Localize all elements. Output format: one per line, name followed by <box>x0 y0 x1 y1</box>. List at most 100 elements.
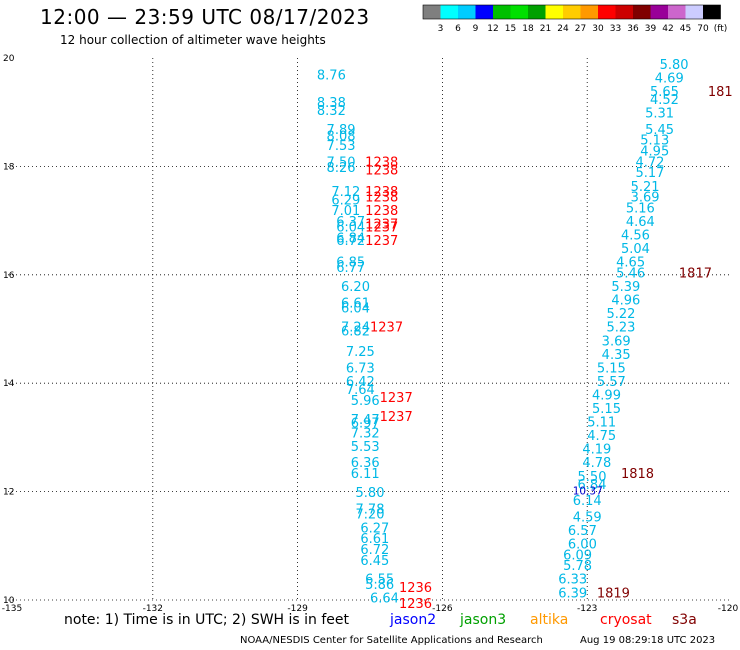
pass-time-label: 5.80 <box>660 58 689 73</box>
legend-label: 27 <box>575 24 586 34</box>
pass-time-label: 7.50 <box>327 155 356 170</box>
pass-time-label: 6.97 <box>351 417 380 432</box>
legend-label: 42 <box>662 24 673 34</box>
pass-time-label: 7.64 <box>346 383 375 398</box>
mission-jason2: jason2 <box>390 612 436 628</box>
x-tick-label: -120 <box>718 604 739 614</box>
pass-time-label: 4.95 <box>640 145 669 160</box>
mission-cryosat-label: cryosat <box>600 612 652 628</box>
legend-swatch <box>510 5 528 19</box>
pass-time-label: 7.53 <box>327 139 356 154</box>
pass-time-label: 1237 <box>365 218 398 233</box>
pass-time-label: 6.84 <box>578 478 607 493</box>
pass-time-label: 6.42 <box>346 375 375 390</box>
legend-swatch <box>440 5 458 19</box>
pass-time-label: 1819 <box>597 586 630 601</box>
legend-swatch <box>580 5 598 19</box>
mission-cryosat: cryosat <box>600 612 652 628</box>
pass-time-label: 6.00 <box>568 538 597 553</box>
chart-subtitle: 12 hour collection of altimeter wave hei… <box>60 33 326 47</box>
pass-time-label: 7.89 <box>327 123 356 138</box>
pass-time-label: 4.99 <box>592 388 621 403</box>
pass-time-label: 1238 <box>365 185 398 200</box>
legend-swatch <box>458 5 476 19</box>
pass-time-label: 6.45 <box>360 554 389 569</box>
pass-time-label: 5.96 <box>351 394 380 409</box>
legend-label: 70 <box>697 24 709 34</box>
pass-time-label: 5.53 <box>351 440 380 455</box>
pass-time-label: 8.76 <box>317 69 346 84</box>
pass-time-label: 6.04 <box>336 220 365 235</box>
pass-time-label: 8.26 <box>327 161 356 176</box>
pass-time-label: 4.64 <box>626 215 655 230</box>
pass-time-label: 8.38 <box>317 96 346 111</box>
grid-lines <box>8 58 732 600</box>
pass-time-label: 6.64 <box>370 592 399 607</box>
legend-label: 6 <box>455 24 461 34</box>
pass-time-label: 6.14 <box>573 494 602 509</box>
pass-time-label: 5.11 <box>587 416 616 431</box>
pass-time-label: 4.52 <box>650 93 679 108</box>
pass-time-label: 6.36 <box>351 456 380 471</box>
pass-time-label: 5.13 <box>640 134 669 149</box>
pass-time-label: 7.20 <box>356 508 385 523</box>
pass-time-label: 4.69 <box>655 71 684 86</box>
mission-jason2-label: jason2 <box>390 612 437 628</box>
pass-time-label: 7.47 <box>351 413 380 428</box>
timestamp-text: Aug 19 08:29:18 UTC 2023 <box>580 635 716 646</box>
pass-time-label: 1237 <box>370 321 403 336</box>
pass-time-label: 5.46 <box>616 267 645 282</box>
x-tick-label: -132 <box>143 604 163 614</box>
credit-text: NOAA/NESDIS Center for Satellite Applica… <box>240 635 543 646</box>
pass-time-label: 6.82 <box>341 325 370 340</box>
y-tick-label: 18 <box>3 162 15 172</box>
y-tick-label: 14 <box>3 379 15 389</box>
mission-jason3-label: jason3 <box>460 612 507 628</box>
pass-time-label: 7.78 <box>356 502 385 517</box>
legend-swatch <box>703 5 721 19</box>
color-legend: 3 6 9 12 15 18 21 24 27 30 33 36 39 42 45 70 (ft) <box>422 4 727 34</box>
pass-time-label: 6.37 <box>336 215 365 230</box>
pass-time-label: 1237 <box>365 220 398 235</box>
pass-time-label: 5.45 <box>645 123 674 138</box>
pass-time-label: 5.15 <box>597 361 626 376</box>
pass-time-label: 3.69 <box>631 191 660 206</box>
legend-swatch <box>685 5 703 19</box>
note-text: note: 1) Time is in UTC; 2) SWH is in fe… <box>64 612 350 628</box>
legend-label: 9 <box>473 24 479 34</box>
chart-title: 12:00 — 23:59 UTC 08/17/2023 <box>40 5 370 29</box>
legend-swatch <box>475 5 493 19</box>
legend-swatch <box>493 5 511 19</box>
x-tick-label: -123 <box>577 604 597 614</box>
pass-time-label: 5.65 <box>650 85 679 100</box>
pass-time-label: 5.16 <box>626 201 655 216</box>
legend-swatch <box>668 5 686 19</box>
legend-swatch <box>545 5 563 19</box>
legend-swatch <box>423 5 441 19</box>
pass-time-label: 1238 <box>365 164 398 179</box>
pass-time-label: 6.57 <box>568 524 597 539</box>
pass-time-label: 1238 <box>365 191 398 206</box>
legend-label: 24 <box>557 24 569 34</box>
legend-label: 12 <box>487 24 498 34</box>
mission-jason3: jason3 <box>460 612 506 628</box>
legend-label: 3 <box>438 24 444 34</box>
pass-time-label: 5.22 <box>607 307 636 322</box>
pass-time-label: 1238 <box>365 155 398 170</box>
pass-time-label: 6.85 <box>336 256 365 271</box>
mission-altika: altika <box>530 612 568 628</box>
pass-time-label: 5.31 <box>645 107 674 122</box>
mission-s3a-label: s3a <box>672 612 697 628</box>
pass-time-label: 1818 <box>621 467 654 482</box>
pass-time-label: 6.09 <box>563 548 592 563</box>
pass-time-label: 6.73 <box>346 361 375 376</box>
legend-label: 15 <box>505 24 516 34</box>
legend-swatch <box>633 5 651 19</box>
pass-time-label: 6.39 <box>558 586 587 601</box>
pass-time-label: 6.33 <box>558 573 587 588</box>
pass-time-label: 7.24 <box>341 321 370 336</box>
data-marks: 8.76 8.388.32 7.898.087.537.508.26 7.126.29… <box>317 58 733 612</box>
legend-label: 39 <box>645 24 657 34</box>
y-tick-label: 16 <box>3 271 15 281</box>
pass-time-label: 6.27 <box>360 521 389 536</box>
